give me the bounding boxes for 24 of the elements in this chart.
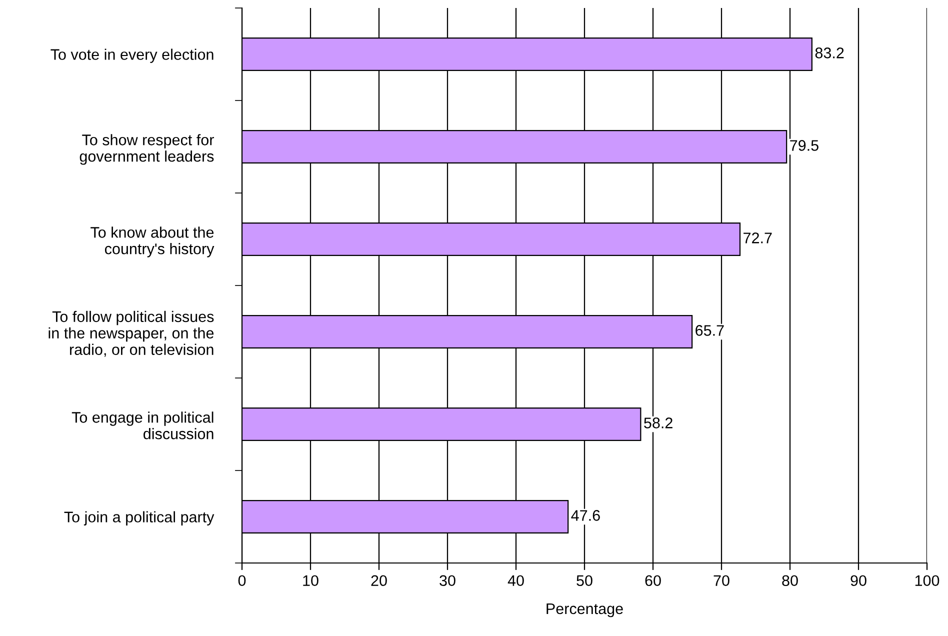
data-label: 47.6 <box>571 510 600 521</box>
x-tick-label: 70 <box>714 575 730 586</box>
x-tick-label: 0 <box>238 575 246 586</box>
data-label: 65.7 <box>696 325 724 336</box>
data-label: 58.2 <box>644 418 672 428</box>
data-label: 83.2 <box>815 48 844 58</box>
y-tick-label: To vote in every election <box>50 48 214 63</box>
x-tick-label: 100 <box>915 575 940 586</box>
x-tick-label: 60 <box>645 575 661 586</box>
x-tick-label: 90 <box>850 575 866 586</box>
x-axis-title: Percentage <box>546 603 623 618</box>
x-tick-label: 40 <box>508 575 524 586</box>
x-tick-label: 30 <box>440 575 456 586</box>
y-tick-label: To show respect for government leaders <box>80 134 214 165</box>
y-tick-label: To follow political issues in the newspaper, on the radio, or on television <box>48 310 214 357</box>
data-label: 79.5 <box>790 140 818 151</box>
y-tick-label: To engage in political discussion <box>72 412 214 440</box>
x-tick-label: 20 <box>371 575 387 586</box>
data-label: 72.7 <box>744 232 772 244</box>
y-tick-label: To know about the country's history <box>90 226 214 258</box>
x-tick-label: 10 <box>303 575 318 586</box>
x-tick-label: 50 <box>576 575 592 586</box>
y-tick-label: To join a political party <box>64 511 214 526</box>
x-tick-label: 80 <box>782 575 798 586</box>
